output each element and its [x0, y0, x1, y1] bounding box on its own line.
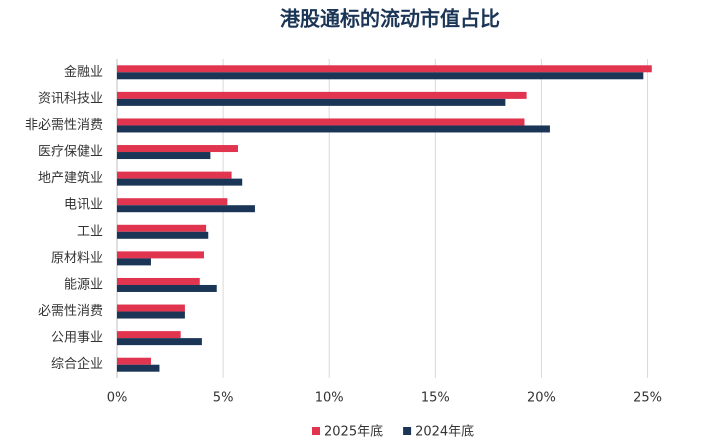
- y-tick-label: 原材料业: [51, 251, 103, 266]
- bar: [117, 178, 243, 186]
- x-tick-label: 0%: [107, 391, 128, 406]
- bar: [117, 338, 202, 346]
- bar: [117, 251, 205, 259]
- bar: [117, 72, 644, 80]
- y-tick-label: 电讯业: [64, 198, 103, 213]
- bar: [117, 91, 527, 99]
- x-tick-label: 25%: [633, 391, 662, 406]
- x-tick-label: 5%: [213, 391, 234, 406]
- y-tick-label: 综合企业: [51, 356, 103, 372]
- legend-label: 2024年底: [415, 424, 474, 440]
- legend-label: 2025年底: [324, 424, 383, 440]
- bar: [117, 364, 160, 372]
- bar: [117, 125, 550, 133]
- bar: [117, 331, 181, 339]
- y-tick-label: 金融业: [64, 64, 103, 80]
- bar: [117, 171, 232, 179]
- bar: [117, 152, 211, 160]
- y-tick-label: 非必需性消费: [25, 118, 103, 133]
- y-tick-label: 资讯科技业: [38, 91, 103, 106]
- bar: [117, 311, 185, 319]
- chart-title: 港股通标的流动市值占比: [280, 7, 500, 31]
- y-tick-label: 能源业: [64, 277, 103, 292]
- legend-swatch: [312, 427, 320, 435]
- x-tick-label: 15%: [421, 391, 450, 406]
- y-tick-label: 地产建筑业: [38, 170, 103, 186]
- bar: [117, 198, 228, 206]
- bar: [117, 145, 238, 153]
- bar: [117, 304, 185, 312]
- bar: [117, 284, 217, 292]
- bar: [117, 231, 209, 239]
- bar: [117, 98, 506, 106]
- y-tick-label: 必需性消费: [38, 304, 103, 319]
- bar: [117, 224, 207, 232]
- bar: [117, 65, 652, 73]
- bar: [117, 258, 151, 266]
- y-tick-label: 医疗保健业: [38, 145, 103, 160]
- x-tick-label: 20%: [527, 391, 556, 406]
- y-tick-label: 公用事业: [51, 331, 103, 346]
- bar: [117, 118, 525, 126]
- bar: [117, 357, 151, 365]
- bar: [117, 277, 200, 285]
- bar: [117, 205, 255, 213]
- legend-swatch: [403, 427, 412, 435]
- y-tick-label: 工业: [77, 224, 103, 239]
- x-tick-label: 10%: [315, 391, 344, 406]
